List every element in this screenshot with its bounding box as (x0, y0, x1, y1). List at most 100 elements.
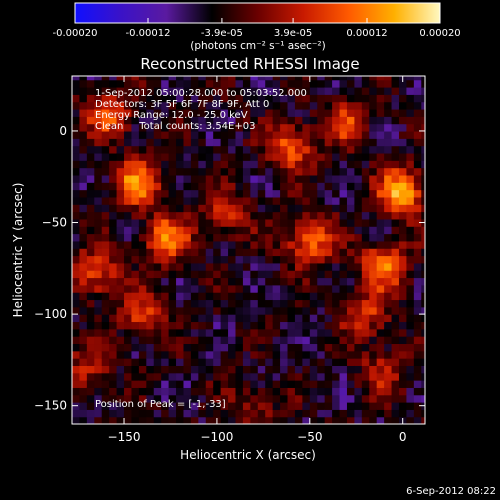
heatmap-cell (213, 248, 222, 257)
heatmap-cell (205, 226, 214, 235)
heatmap-cell (131, 101, 140, 110)
heatmap-cell (332, 174, 341, 183)
heatmap-cell (146, 270, 155, 279)
heatmap-cell (228, 248, 237, 257)
heatmap-cell (250, 94, 259, 103)
heatmap-cell (265, 299, 274, 308)
heatmap-cell (272, 416, 281, 424)
heatmap-cell (205, 277, 214, 286)
heatmap-cell (168, 402, 177, 410)
heatmap-cell (235, 211, 244, 220)
heatmap-cell (354, 292, 363, 301)
heatmap-cell (332, 350, 341, 359)
heatmap-cell (398, 387, 408, 396)
heatmap-cell (413, 380, 422, 388)
heatmap-cell (94, 145, 103, 154)
heatmap-cell (86, 233, 95, 242)
heatmap-cell (272, 160, 281, 169)
heatmap-cell (317, 314, 326, 323)
heatmap-cell (250, 189, 259, 198)
heatmap-cell (205, 328, 214, 337)
heatmap-cell (376, 292, 385, 301)
heatmap-cell (302, 116, 311, 125)
heatmap-cell (324, 226, 333, 235)
heatmap-cell (213, 365, 222, 374)
heatmap-cell (369, 416, 378, 424)
heatmap-cell (220, 277, 229, 286)
heatmap-cell (220, 306, 229, 315)
heatmap-cell (86, 79, 95, 88)
heatmap-cell (161, 292, 170, 301)
heatmap-cell (250, 321, 259, 330)
heatmap-cell (190, 226, 199, 235)
heatmap-cell (183, 306, 192, 315)
heatmap-cell (101, 299, 110, 308)
heatmap-cell (309, 299, 318, 308)
heatmap-cell (346, 416, 355, 424)
heatmap-cell (190, 321, 199, 330)
heatmap-cell (324, 174, 333, 183)
y-tick-label: −100 (34, 307, 67, 321)
heatmap-cell (153, 336, 162, 345)
heatmap-cell (213, 218, 222, 227)
heatmap-cell (317, 160, 326, 169)
heatmap-cell (228, 123, 237, 132)
heatmap-cell (384, 204, 393, 213)
heatmap-cell (361, 372, 370, 381)
heatmap-cell (250, 380, 259, 388)
heatmap-cell (242, 328, 251, 337)
heatmap-cell (109, 196, 118, 205)
heatmap-cell (213, 409, 222, 418)
heatmap-cell (146, 79, 155, 88)
heatmap-cell (176, 174, 185, 183)
heatmap-cell (183, 336, 192, 345)
heatmap-cell (183, 387, 192, 396)
heatmap-cell (220, 292, 229, 301)
heatmap-cell (101, 277, 110, 286)
heatmap-cell (280, 116, 289, 125)
heatmap-cell (131, 116, 140, 125)
heatmap-cell (421, 262, 425, 271)
heatmap-cell (302, 94, 311, 103)
heatmap-cell (280, 204, 289, 213)
heatmap-cell (220, 233, 229, 242)
heatmap-cell (413, 262, 422, 271)
heatmap-cell (124, 255, 133, 264)
heatmap-cell (339, 336, 348, 345)
heatmap-cell (109, 123, 118, 132)
heatmap-cell (398, 101, 408, 110)
heatmap-cell (346, 204, 355, 213)
heatmap-cell (205, 270, 214, 279)
heatmap-cell (376, 262, 385, 271)
heatmap-cell (339, 409, 348, 418)
heatmap-cell (280, 101, 289, 110)
heatmap-cell (346, 160, 355, 169)
heatmap-cell (361, 94, 370, 103)
heatmap-cell (131, 402, 140, 410)
heatmap-cell (324, 240, 333, 249)
heatmap-cell (161, 284, 170, 293)
heatmap-cell (413, 130, 422, 139)
heatmap-cell (413, 240, 422, 249)
heatmap-cell (332, 262, 341, 271)
heatmap-cell (153, 284, 162, 293)
heatmap-cell (146, 328, 155, 337)
heatmap-cell (309, 233, 318, 242)
heatmap-cell (361, 270, 370, 279)
heatmap-cell (190, 372, 199, 381)
heatmap-cell (190, 350, 199, 359)
heatmap-cell (213, 160, 222, 169)
heatmap-cell (302, 101, 311, 110)
heatmap-cell (332, 321, 341, 330)
heatmap-cell (369, 94, 378, 103)
heatmap-cell (369, 284, 378, 293)
heatmap-cell (413, 123, 422, 132)
heatmap-cell (86, 328, 95, 337)
heatmap-cell (79, 350, 88, 359)
heatmap-cell (86, 358, 95, 366)
heatmap-cell (183, 174, 192, 183)
heatmap-cell (220, 402, 229, 410)
heatmap-cell (124, 380, 133, 388)
heatmap-cell (421, 328, 425, 337)
heatmap-cell (294, 365, 303, 374)
